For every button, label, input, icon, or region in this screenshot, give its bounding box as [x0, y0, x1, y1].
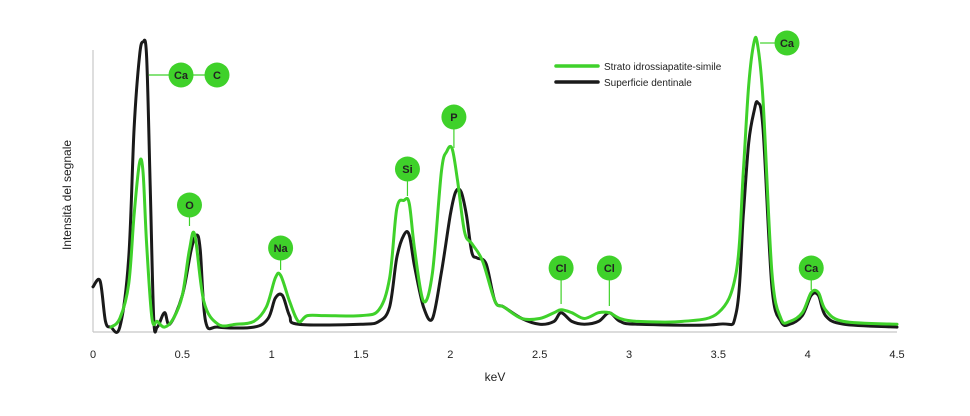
x-tick-label: 4.5 — [889, 349, 904, 361]
peak-bubble — [204, 62, 230, 88]
peak-bubble-text: Ca — [804, 263, 819, 275]
peak-bubble-text: Si — [402, 164, 412, 176]
peak-bubble-text: C — [213, 70, 221, 82]
y-axis-title: Intensità del segnale — [60, 140, 74, 250]
peak-bubble — [268, 235, 294, 261]
x-axis-title: keV — [485, 370, 506, 384]
x-tick-label: 2 — [447, 349, 453, 361]
peak-label-cl: Cl — [548, 255, 574, 281]
peak-label-si: Si — [394, 156, 420, 182]
peak-label-ca: Ca — [168, 62, 194, 88]
legend-label-dentin: Superficie dentinale — [604, 78, 692, 89]
peak-label-ca: Ca — [798, 255, 824, 281]
peak-label-c: C — [204, 62, 230, 88]
peak-bubble-text: Ca — [780, 38, 795, 50]
series-line-dentin — [91, 38, 899, 334]
x-tick-label: 1.5 — [353, 349, 368, 361]
peak-bubble — [596, 255, 622, 281]
peak-bubble-text: Cl — [556, 263, 567, 275]
peak-bubble — [548, 255, 574, 281]
peak-label-ca: Ca — [774, 30, 800, 56]
x-tick-label: 0.5 — [175, 349, 190, 361]
x-tick-label: 2.5 — [532, 349, 547, 361]
peak-label-o: O — [176, 192, 202, 218]
peak-bubble — [798, 255, 824, 281]
legend-label-hydroxyapatite: Strato idrossiapatite-simile — [604, 62, 722, 73]
x-tick-label: 0 — [90, 349, 96, 361]
x-tick-labels: 0 0.5 1 1.5 2 2.5 3 3.5 4 4.5 — [90, 349, 905, 361]
peak-label-p: P — [441, 104, 467, 130]
peak-annotations: Ca C O Na Si P Cl Cl Ca Ca — [148, 30, 824, 306]
peak-bubble — [441, 104, 467, 130]
peak-bubble — [394, 156, 420, 182]
peak-bubble-text: Na — [274, 243, 289, 255]
peak-bubble-text: Cl — [604, 263, 615, 275]
axes — [92, 50, 897, 333]
series-line-hydroxyapatite — [109, 35, 899, 329]
series-layer — [91, 35, 899, 334]
peak-bubble — [774, 30, 800, 56]
x-tick-label: 1 — [269, 349, 275, 361]
peak-bubble — [168, 62, 194, 88]
peak-label-na: Na — [268, 235, 294, 261]
peak-bubble-text: P — [450, 112, 457, 124]
peak-bubble-text: Ca — [174, 70, 189, 82]
x-tick-label: 4 — [805, 349, 811, 361]
x-tick-label: 3 — [626, 349, 632, 361]
legend: Strato idrossiapatite-simile Superficie … — [554, 62, 722, 89]
peak-bubble-text: O — [185, 200, 194, 212]
peak-label-cl: Cl — [596, 255, 622, 281]
x-tick-label: 3.5 — [711, 349, 726, 361]
peak-bubble — [176, 192, 202, 218]
